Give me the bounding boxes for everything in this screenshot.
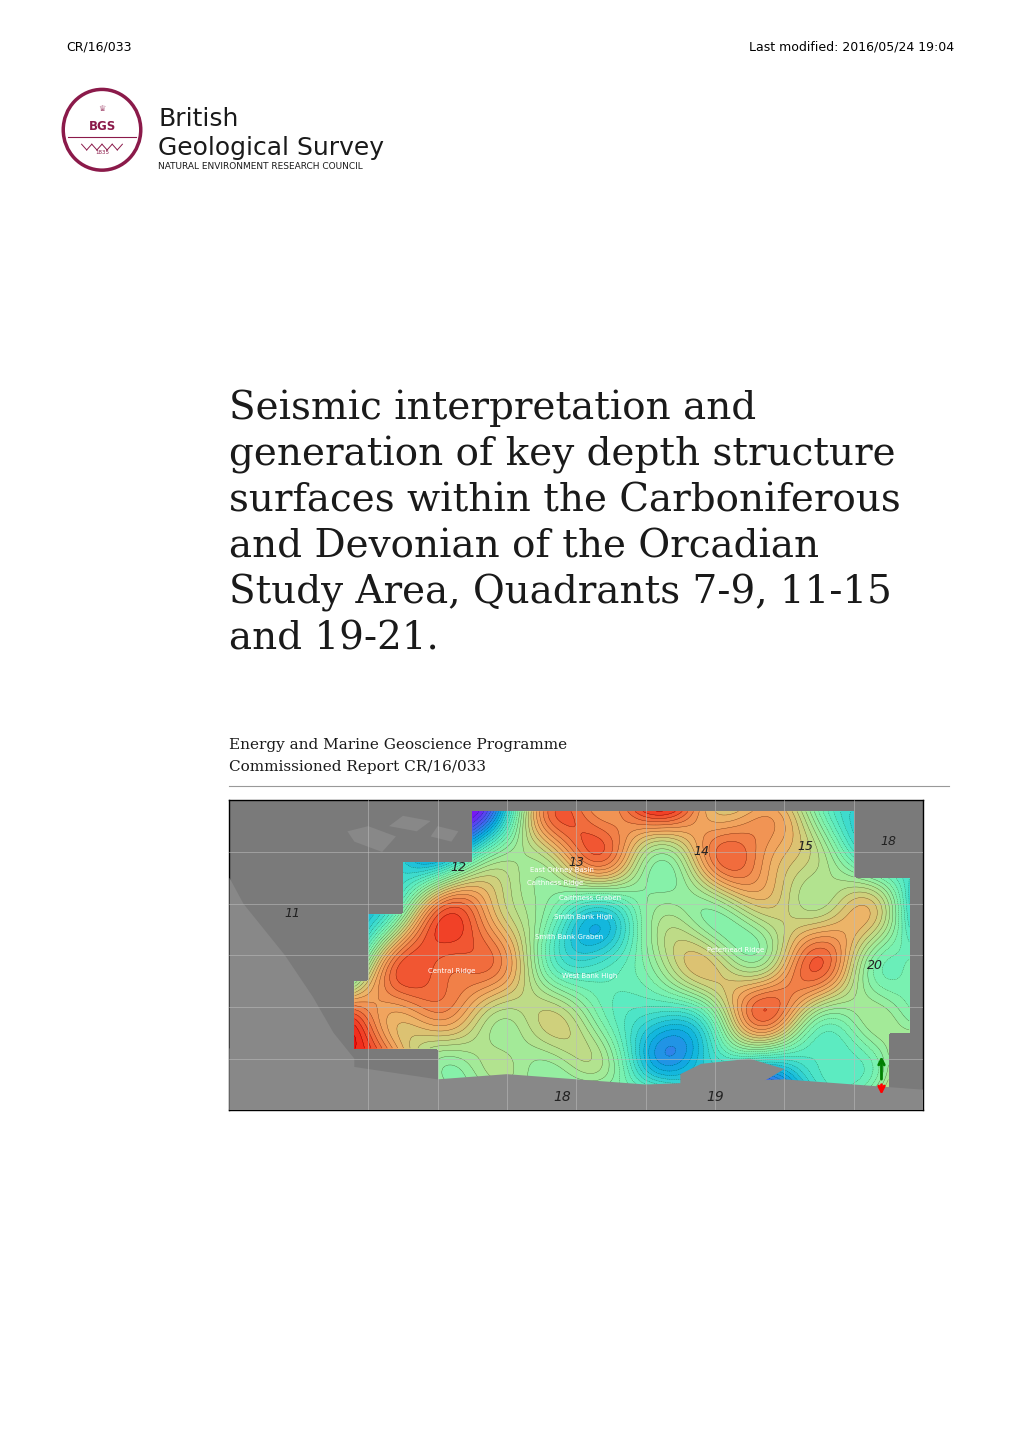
Text: 13: 13 — [568, 855, 584, 870]
Text: 20: 20 — [866, 959, 881, 972]
Text: 12: 12 — [450, 861, 466, 874]
Ellipse shape — [63, 89, 141, 170]
Text: Caithness Graben: Caithness Graben — [558, 895, 621, 901]
Text: 11: 11 — [283, 907, 300, 920]
Text: 15: 15 — [797, 841, 812, 854]
Text: Central Ridge: Central Ridge — [427, 968, 475, 973]
Text: 18: 18 — [553, 1090, 571, 1105]
Text: 1835: 1835 — [95, 150, 109, 156]
Text: 19: 19 — [705, 1090, 723, 1105]
Text: Smith Bank Graben: Smith Bank Graben — [535, 934, 603, 940]
Text: Last modified: 2016/05/24 19:04: Last modified: 2016/05/24 19:04 — [748, 40, 953, 53]
Text: British: British — [158, 107, 238, 131]
Text: 18: 18 — [879, 835, 896, 848]
Text: Geological Survey: Geological Survey — [158, 136, 384, 160]
Text: Energy and Marine Geoscience Programme: Energy and Marine Geoscience Programme — [229, 738, 567, 753]
Text: CR/16/033: CR/16/033 — [66, 40, 131, 53]
Text: NATURAL ENVIRONMENT RESEARCH COUNCIL: NATURAL ENVIRONMENT RESEARCH COUNCIL — [158, 162, 363, 170]
Polygon shape — [229, 878, 354, 1110]
Text: BGS: BGS — [89, 120, 115, 134]
Text: East Orkney Basin: East Orkney Basin — [530, 867, 594, 872]
Text: Seismic interpretation and
generation of key depth structure
surfaces within the: Seismic interpretation and generation of… — [229, 389, 901, 658]
Polygon shape — [680, 1058, 784, 1090]
Text: Smith Bank High: Smith Bank High — [553, 914, 612, 920]
Polygon shape — [347, 826, 395, 852]
Text: 14: 14 — [693, 845, 708, 858]
Polygon shape — [430, 826, 458, 842]
Text: ♕: ♕ — [98, 104, 106, 112]
Text: Peterhead Ridge: Peterhead Ridge — [706, 947, 763, 953]
Text: Commissioned Report CR/16/033: Commissioned Report CR/16/033 — [229, 760, 486, 774]
Text: Caithness Ridge: Caithness Ridge — [527, 880, 583, 885]
Polygon shape — [388, 816, 430, 831]
Polygon shape — [229, 1048, 922, 1110]
Text: West Bank High: West Bank High — [561, 973, 618, 979]
